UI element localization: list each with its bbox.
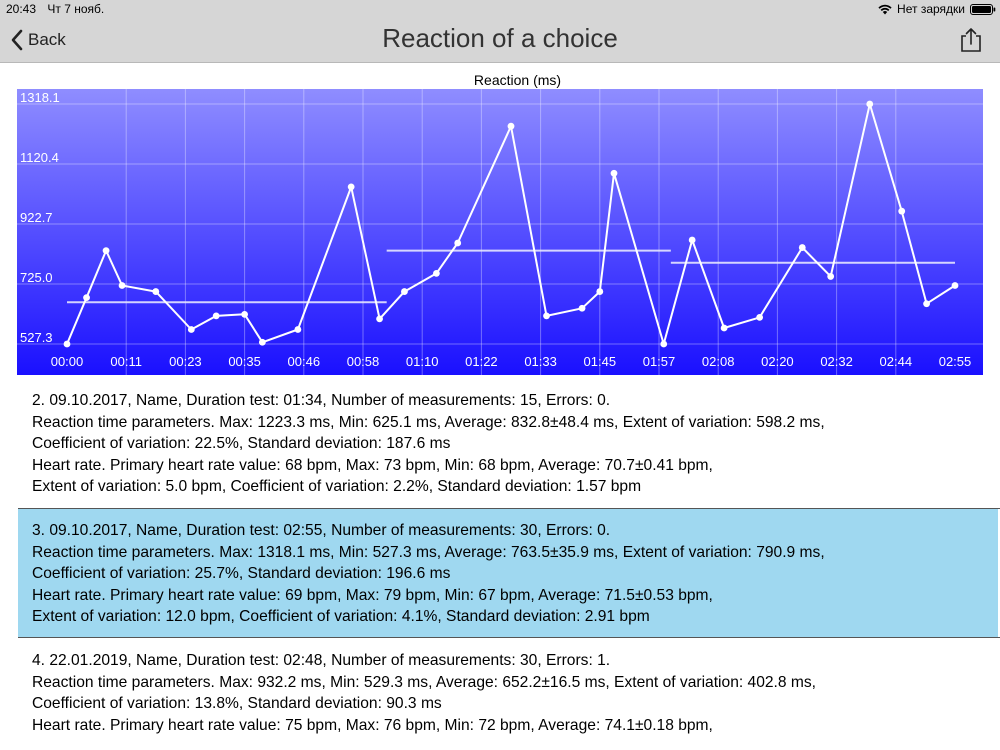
data-point bbox=[347, 183, 355, 191]
data-point bbox=[660, 340, 668, 348]
data-point bbox=[923, 300, 930, 308]
status-date: Чт 7 нояб. bbox=[47, 2, 105, 16]
x-tick-label: 01:10 bbox=[406, 354, 439, 369]
y-tick-label: 527.3 bbox=[20, 330, 53, 345]
x-tick-label: 01:45 bbox=[584, 354, 617, 369]
navigation-bar: Back Reaction of a choice bbox=[0, 18, 1000, 63]
record-header: 4. 22.01.2019, Name, Duration test: 02:4… bbox=[32, 652, 611, 669]
page-title: Reaction of a choice bbox=[382, 23, 618, 53]
back-button[interactable]: Back bbox=[10, 28, 66, 52]
data-point bbox=[241, 310, 249, 318]
y-tick-label: 725.0 bbox=[20, 270, 53, 285]
battery-status-text: Нет зарядки bbox=[897, 2, 965, 16]
data-point bbox=[212, 312, 220, 320]
chart-background bbox=[17, 89, 983, 375]
back-button-label: Back bbox=[28, 30, 66, 49]
data-point bbox=[951, 282, 959, 289]
data-point bbox=[83, 294, 90, 302]
data-point bbox=[578, 304, 586, 312]
x-tick-label: 00:23 bbox=[169, 354, 202, 369]
x-tick-label: 01:22 bbox=[465, 354, 498, 369]
x-tick-label: 00:35 bbox=[228, 354, 261, 369]
chart-title: Reaction (ms) bbox=[473, 72, 562, 88]
record-reaction-variation: Coefficient of variation: 25.7%, Standar… bbox=[32, 565, 451, 582]
x-tick-label: 02:32 bbox=[820, 354, 853, 369]
record-heart-variation: Extent of variation: 12.0 bpm, Coefficie… bbox=[32, 608, 650, 625]
x-tick-label: 01:33 bbox=[524, 354, 557, 369]
record-reaction-params: Reaction time parameters. Max: 1223.3 ms… bbox=[32, 413, 825, 431]
data-point bbox=[433, 269, 440, 277]
data-point bbox=[610, 169, 618, 177]
record-heart-variation: Extent of variation: 5.0 bpm, Coefficien… bbox=[32, 478, 642, 495]
record-reaction-params: Reaction time parameters. Max: 932.2 ms,… bbox=[32, 673, 817, 691]
y-tick-label: 1318.1 bbox=[20, 90, 60, 105]
x-tick-label: 00:58 bbox=[347, 354, 380, 369]
y-tick-label: 922.7 bbox=[20, 210, 53, 225]
divider bbox=[18, 637, 1000, 638]
record-heart-rate: Heart rate. Primary heart rate value: 69… bbox=[32, 586, 713, 604]
record-heart-rate: Heart rate. Primary heart rate value: 68… bbox=[32, 456, 713, 474]
data-point bbox=[152, 288, 160, 295]
data-point bbox=[720, 324, 728, 332]
data-point bbox=[898, 207, 906, 215]
x-tick-label: 02:55 bbox=[939, 354, 972, 369]
data-point bbox=[454, 239, 462, 247]
x-tick-label: 02:44 bbox=[880, 354, 913, 369]
data-point bbox=[798, 244, 806, 251]
status-bar: 20:43 Чт 7 нояб. Нет зарядки bbox=[0, 0, 1000, 18]
data-point bbox=[688, 236, 696, 244]
data-point bbox=[401, 288, 408, 295]
status-time: 20:43 bbox=[6, 2, 37, 16]
list-item-selected[interactable]: 3. 09.10.2017, Name, Duration test: 02:5… bbox=[18, 509, 998, 637]
wifi-icon bbox=[878, 4, 892, 14]
record-reaction-variation: Coefficient of variation: 13.8%, Standar… bbox=[32, 695, 442, 712]
record-header: 2. 09.10.2017, Name, Duration test: 01:3… bbox=[32, 392, 611, 409]
data-point bbox=[596, 288, 604, 295]
share-icon[interactable] bbox=[960, 27, 982, 53]
list-item[interactable]: 2. 09.10.2017, Name, Duration test: 01:3… bbox=[18, 390, 998, 498]
list-item[interactable]: 4. 22.01.2019, Name, Duration test: 02:4… bbox=[18, 650, 998, 736]
divider bbox=[18, 508, 1000, 509]
record-header: 3. 09.10.2017, Name, Duration test: 02:5… bbox=[32, 522, 611, 539]
data-point bbox=[376, 315, 383, 323]
data-point bbox=[118, 282, 126, 289]
x-tick-label: 02:08 bbox=[702, 354, 735, 369]
x-tick-label: 00:11 bbox=[110, 354, 142, 369]
record-reaction-params: Reaction time parameters. Max: 1318.1 ms… bbox=[32, 543, 825, 561]
reaction-chart: 1318.1 1120.4 922.7 725.0 527.3 00:00 00:11 00… bbox=[17, 89, 983, 375]
chevron-left-icon bbox=[11, 29, 23, 51]
data-point bbox=[102, 247, 110, 255]
data-point bbox=[63, 340, 71, 348]
data-point bbox=[543, 312, 550, 320]
record-reaction-variation: Coefficient of variation: 22.5%, Standar… bbox=[32, 435, 451, 452]
battery-icon bbox=[970, 3, 996, 15]
data-point bbox=[827, 273, 835, 280]
x-tick-label: 02:20 bbox=[761, 354, 794, 369]
x-tick-label: 00:00 bbox=[51, 354, 84, 369]
data-point bbox=[258, 338, 266, 346]
record-heart-rate: Heart rate. Primary heart rate value: 75… bbox=[32, 716, 713, 734]
data-point bbox=[187, 326, 195, 333]
data-point bbox=[507, 122, 515, 130]
reaction-series-line bbox=[66, 103, 956, 345]
data-point bbox=[294, 326, 302, 333]
data-point bbox=[756, 313, 764, 321]
data-point bbox=[866, 100, 874, 108]
status-right: Нет зарядки bbox=[878, 2, 996, 16]
x-tick-label: 00:46 bbox=[288, 354, 321, 369]
x-tick-label: 01:57 bbox=[643, 354, 676, 369]
y-tick-label: 1120.4 bbox=[20, 150, 59, 165]
status-left: 20:43 Чт 7 нояб. bbox=[6, 2, 112, 16]
